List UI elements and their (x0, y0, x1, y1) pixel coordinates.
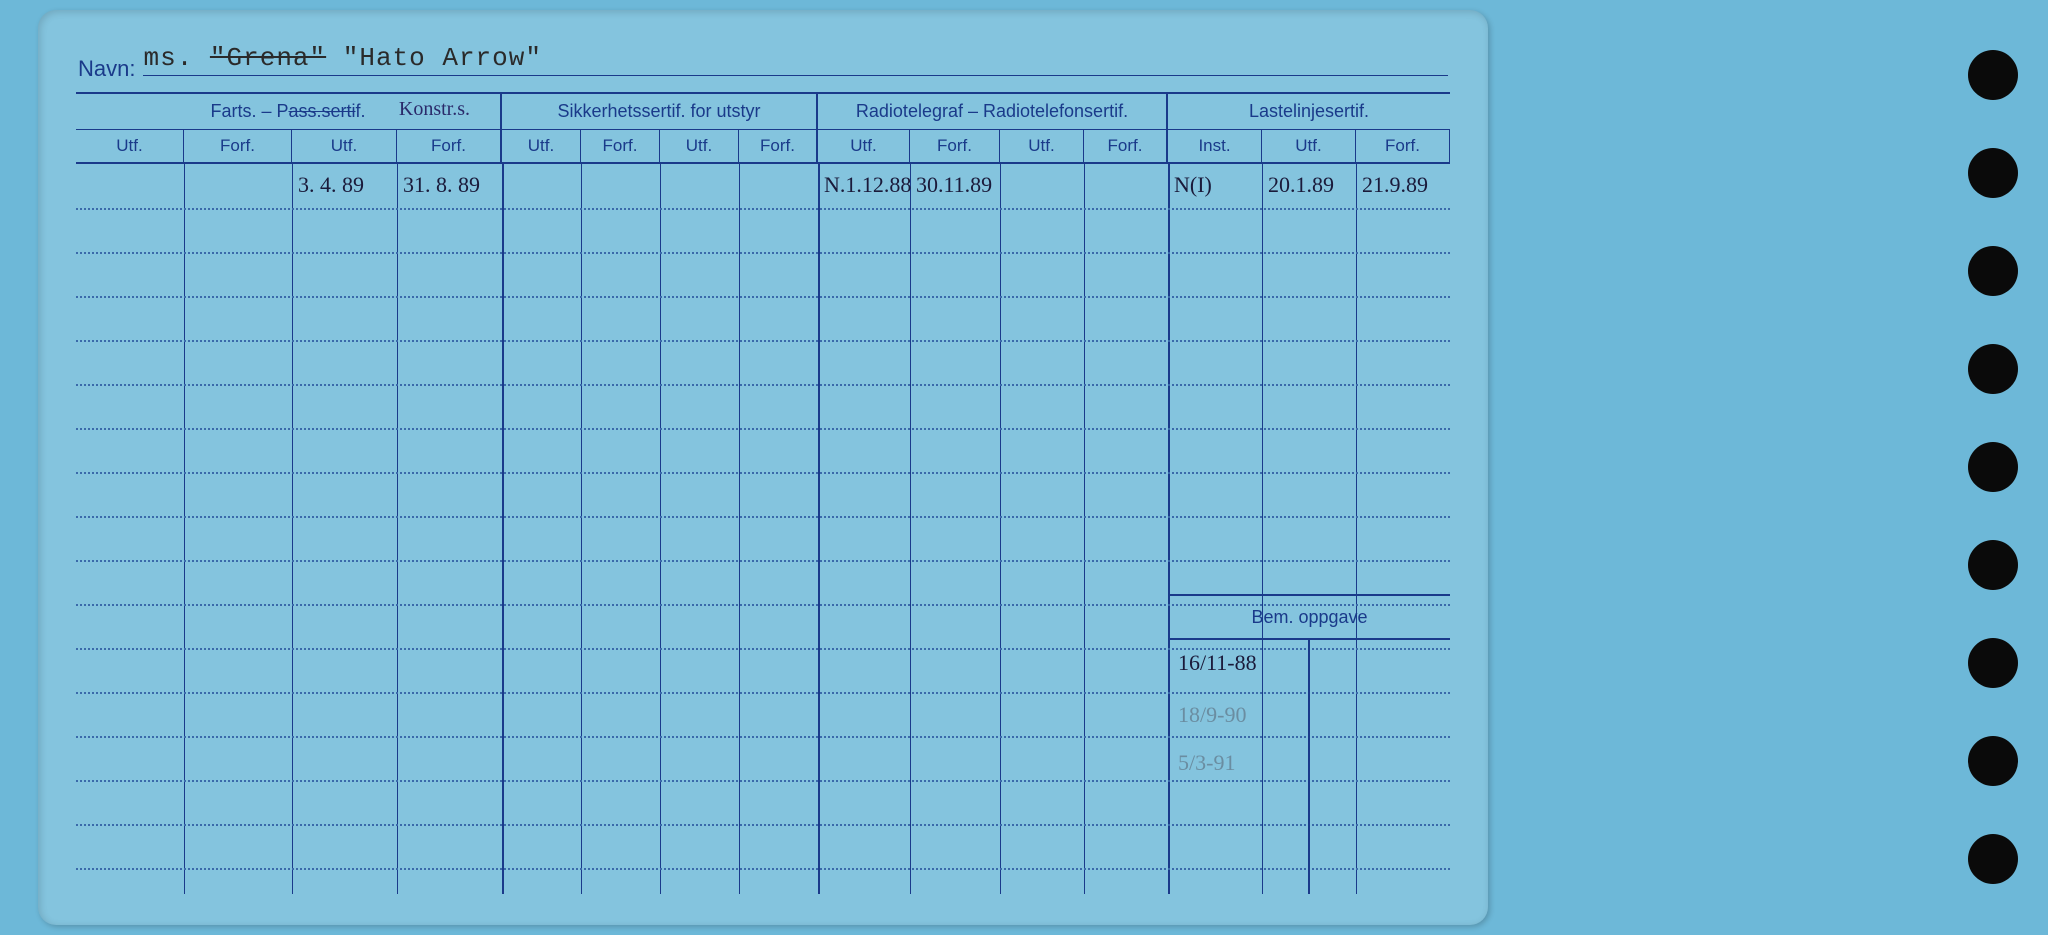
col-header: Forf. (184, 130, 292, 162)
col-header: Utf. (1000, 130, 1084, 162)
group-farts: Farts. – Pass.sertif. Konstr.s. (76, 94, 502, 129)
row-line (76, 824, 1450, 826)
row-line (76, 208, 1450, 210)
group-lastelinje: Lastelinjesertif. (1168, 94, 1450, 129)
bem-label: Bem. oppgave (1251, 607, 1367, 628)
col-header: Forf. (581, 130, 660, 162)
name-row: Navn: ms. "Grena" "Hato Arrow" (78, 48, 1448, 82)
column-divider (1262, 164, 1263, 894)
col-header: Forf. (1356, 130, 1450, 162)
column-divider (292, 164, 293, 894)
bem-entry: 16/11-88 (1178, 650, 1257, 676)
group-sikkerhet: Sikkerhetssertif. for utstyr (502, 94, 818, 129)
group-farts-label: Farts. – Pass.sertif. (210, 101, 365, 122)
col-header: Forf. (397, 130, 502, 162)
row-line (76, 296, 1450, 298)
column-divider (910, 164, 911, 894)
bem-entry: 5/3-91 (1178, 750, 1235, 776)
cell-value: 21.9.89 (1362, 172, 1428, 198)
column-divider (1168, 164, 1170, 894)
punch-hole (1968, 834, 2018, 884)
col-header: Forf. (1084, 130, 1168, 162)
punch-hole (1968, 442, 2018, 492)
bem-oppgave-header: Bem. oppgave (1169, 594, 1450, 640)
column-header-row: Utf.Forf.Utf.Forf.Utf.Forf.Utf.Forf.Utf.… (76, 130, 1450, 164)
column-divider (1084, 164, 1085, 894)
navn-current: "Hato Arrow" (343, 43, 542, 73)
cell-value: 3. 4. 89 (298, 172, 364, 198)
punch-hole (1968, 638, 2018, 688)
navn-old: "Grena" (210, 43, 326, 73)
group-radio: Radiotelegraf – Radiotelefonsertif. (818, 94, 1168, 129)
col-header: Utf. (1262, 130, 1356, 162)
row-line (76, 736, 1450, 738)
col-header: Utf. (502, 130, 581, 162)
column-divider (397, 164, 398, 894)
group-farts-handwritten: Konstr.s. (399, 98, 470, 121)
cell-value: 30.11.89 (916, 172, 992, 198)
column-divider (1000, 164, 1001, 894)
row-line (76, 868, 1450, 870)
row-line (76, 604, 1450, 606)
col-header: Utf. (76, 130, 184, 162)
row-line (76, 516, 1450, 518)
bem-divider (1308, 640, 1310, 894)
cell-value: 31. 8. 89 (403, 172, 480, 198)
col-header: Forf. (739, 130, 818, 162)
row-line (76, 692, 1450, 694)
punch-hole (1968, 736, 2018, 786)
cell-value: N(I) (1174, 172, 1212, 198)
table-body: Bem. oppgave 3. 4. 89 31. 8. 89 N.1.12.883… (76, 164, 1450, 894)
column-divider (1356, 164, 1357, 894)
certificate-table: Farts. – Pass.sertif. Konstr.s. Sikkerhe… (76, 92, 1450, 892)
row-line (76, 780, 1450, 782)
punch-hole (1968, 148, 2018, 198)
punch-holes (1968, 50, 2018, 884)
row-line (76, 384, 1450, 386)
punch-hole (1968, 540, 2018, 590)
col-header: Forf. (910, 130, 1000, 162)
column-divider (184, 164, 185, 894)
row-line (76, 340, 1450, 342)
column-divider (502, 164, 504, 894)
punch-hole (1968, 50, 2018, 100)
bem-entry: 18/9-90 (1178, 702, 1246, 728)
navn-label: Navn: (78, 56, 135, 82)
col-header: Utf. (292, 130, 397, 162)
index-card: Navn: ms. "Grena" "Hato Arrow" Farts. – … (38, 10, 1488, 925)
col-header: Utf. (660, 130, 739, 162)
row-line (76, 560, 1450, 562)
column-divider (818, 164, 820, 894)
row-line (76, 428, 1450, 430)
punch-hole (1968, 246, 2018, 296)
group-header-row: Farts. – Pass.sertif. Konstr.s. Sikkerhe… (76, 94, 1450, 130)
column-divider (581, 164, 582, 894)
row-line (76, 472, 1450, 474)
cell-value: N.1.12.88 (824, 172, 911, 198)
cell-value: 20.1.89 (1268, 172, 1334, 198)
navn-line: ms. "Grena" "Hato Arrow" (143, 48, 1448, 76)
row-line (76, 252, 1450, 254)
col-header: Inst. (1168, 130, 1262, 162)
navn-value: ms. "Grena" "Hato Arrow" (143, 43, 541, 73)
punch-hole (1968, 344, 2018, 394)
col-header: Utf. (818, 130, 910, 162)
column-divider (660, 164, 661, 894)
column-divider (739, 164, 740, 894)
navn-prefix: ms. (143, 43, 193, 73)
